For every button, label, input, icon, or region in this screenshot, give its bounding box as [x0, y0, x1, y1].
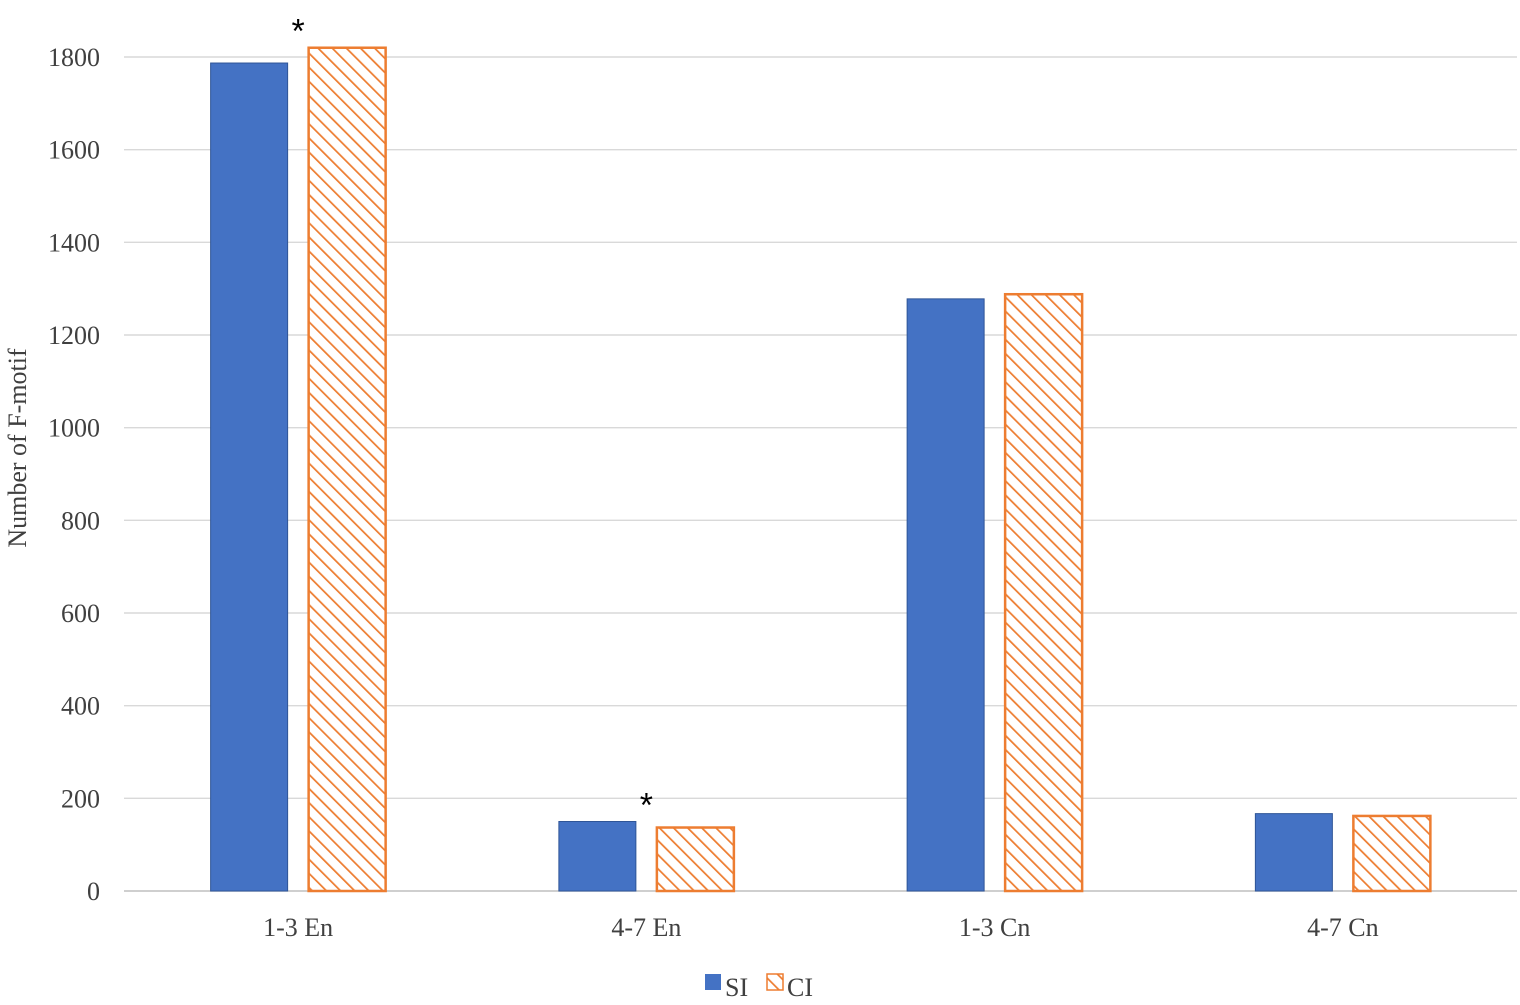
y-tick-label: 400	[61, 692, 100, 721]
bar-ci-2	[655, 826, 736, 893]
y-tick-label: 600	[61, 599, 100, 628]
y-tick-label: 1600	[48, 136, 100, 165]
x-tick-label: 4-7 En	[611, 913, 681, 942]
y-tick-label: 800	[61, 506, 100, 535]
legend: SI CI	[705, 973, 813, 1002]
bar-ci-1	[307, 46, 387, 893]
y-axis-label: Number of F-motif	[3, 348, 32, 548]
bar-si-1	[210, 62, 289, 892]
x-tick-label: 1-3 En	[263, 913, 333, 942]
y-tick-label: 1800	[48, 43, 100, 72]
y-tick-label: 200	[61, 784, 100, 813]
bar-si-3	[906, 298, 985, 892]
annotations: **	[292, 13, 653, 825]
legend-label-si: SI	[725, 973, 748, 1002]
bar-si-4	[1254, 813, 1333, 892]
significance-asterisk: *	[292, 13, 305, 51]
y-tick-label: 0	[87, 877, 100, 906]
bars	[210, 46, 1432, 893]
bar-ci-3	[1003, 292, 1084, 893]
x-tick-label: 4-7 Cn	[1307, 913, 1379, 942]
y-tick-label: 1000	[48, 414, 100, 443]
legend-label-ci: CI	[787, 973, 813, 1002]
bar-ci-4	[1352, 814, 1432, 893]
legend-swatch-ci	[766, 973, 784, 991]
x-tick-label: 1-3 Cn	[959, 913, 1031, 942]
bar-si-2	[558, 821, 637, 892]
y-tick-label: 1400	[48, 228, 100, 257]
y-axis-ticks: 0 200 400 600 800 1000 1200 1400 1600 1800	[48, 43, 100, 906]
y-tick-label: 1200	[48, 321, 100, 350]
x-axis-labels: 1-3 En 4-7 En 1-3 Cn 4-7 Cn	[263, 913, 1379, 942]
significance-asterisk: *	[640, 787, 653, 825]
legend-swatch-si	[705, 974, 721, 990]
